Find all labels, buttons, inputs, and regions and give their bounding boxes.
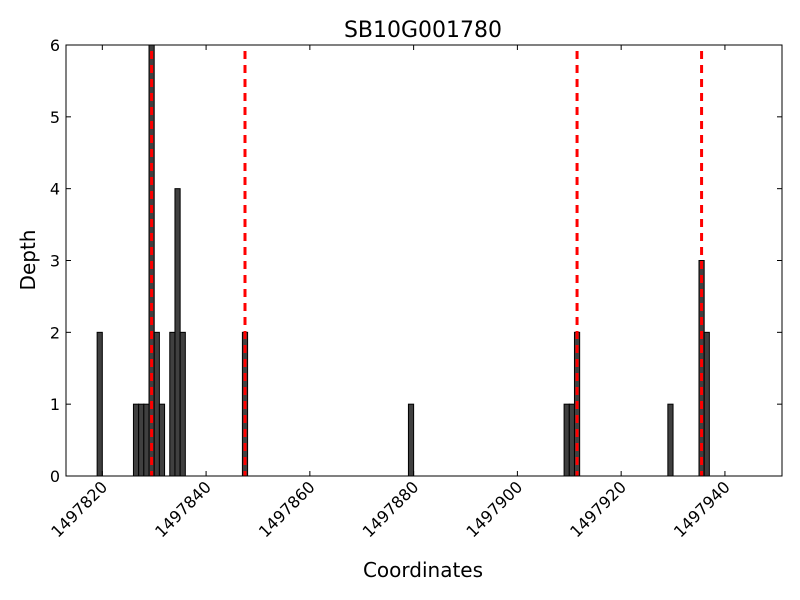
bar-13 xyxy=(568,403,575,477)
y-tick-label-3: 3 xyxy=(50,252,60,271)
y-tick-label-2: 2 xyxy=(50,323,60,342)
bar-5 xyxy=(153,331,160,477)
y-tick-label-1: 1 xyxy=(50,395,60,414)
x-tick-label-4: 1497900 xyxy=(462,477,526,541)
x-tick-label-3: 1497880 xyxy=(359,477,423,541)
bar-3 xyxy=(143,403,150,477)
bar-15 xyxy=(667,403,674,477)
bar-6 xyxy=(158,403,166,477)
bar-1 xyxy=(132,403,140,477)
bar-8 xyxy=(174,188,181,477)
bar-11 xyxy=(407,403,415,477)
chart-title: SB10G001780 xyxy=(344,18,502,43)
y-axis-label: Depth xyxy=(16,230,40,291)
x-tick-label-0: 1497820 xyxy=(47,477,111,541)
bar-0 xyxy=(96,331,103,477)
y-tick-label-4: 4 xyxy=(50,180,60,199)
x-tick-label-1: 1497840 xyxy=(151,477,215,541)
y-axis-ticks: 0 1 2 3 4 5 6 xyxy=(50,36,782,486)
bar-17 xyxy=(703,331,710,477)
bar-12 xyxy=(563,403,570,477)
x-tick-label-6: 1497940 xyxy=(670,477,734,541)
reference-lines xyxy=(150,51,704,476)
y-tick-label-6: 6 xyxy=(50,36,60,55)
bar-series xyxy=(96,44,710,477)
bar-2 xyxy=(138,403,145,477)
bar-9 xyxy=(179,331,186,477)
y-tick-label-0: 0 xyxy=(50,467,60,486)
y-tick-label-5: 5 xyxy=(50,108,60,127)
bar-7 xyxy=(169,331,176,477)
x-tick-label-5: 1497920 xyxy=(566,477,630,541)
x-tick-label-2: 1497860 xyxy=(255,477,319,541)
x-axis-label: Coordinates xyxy=(363,558,483,582)
